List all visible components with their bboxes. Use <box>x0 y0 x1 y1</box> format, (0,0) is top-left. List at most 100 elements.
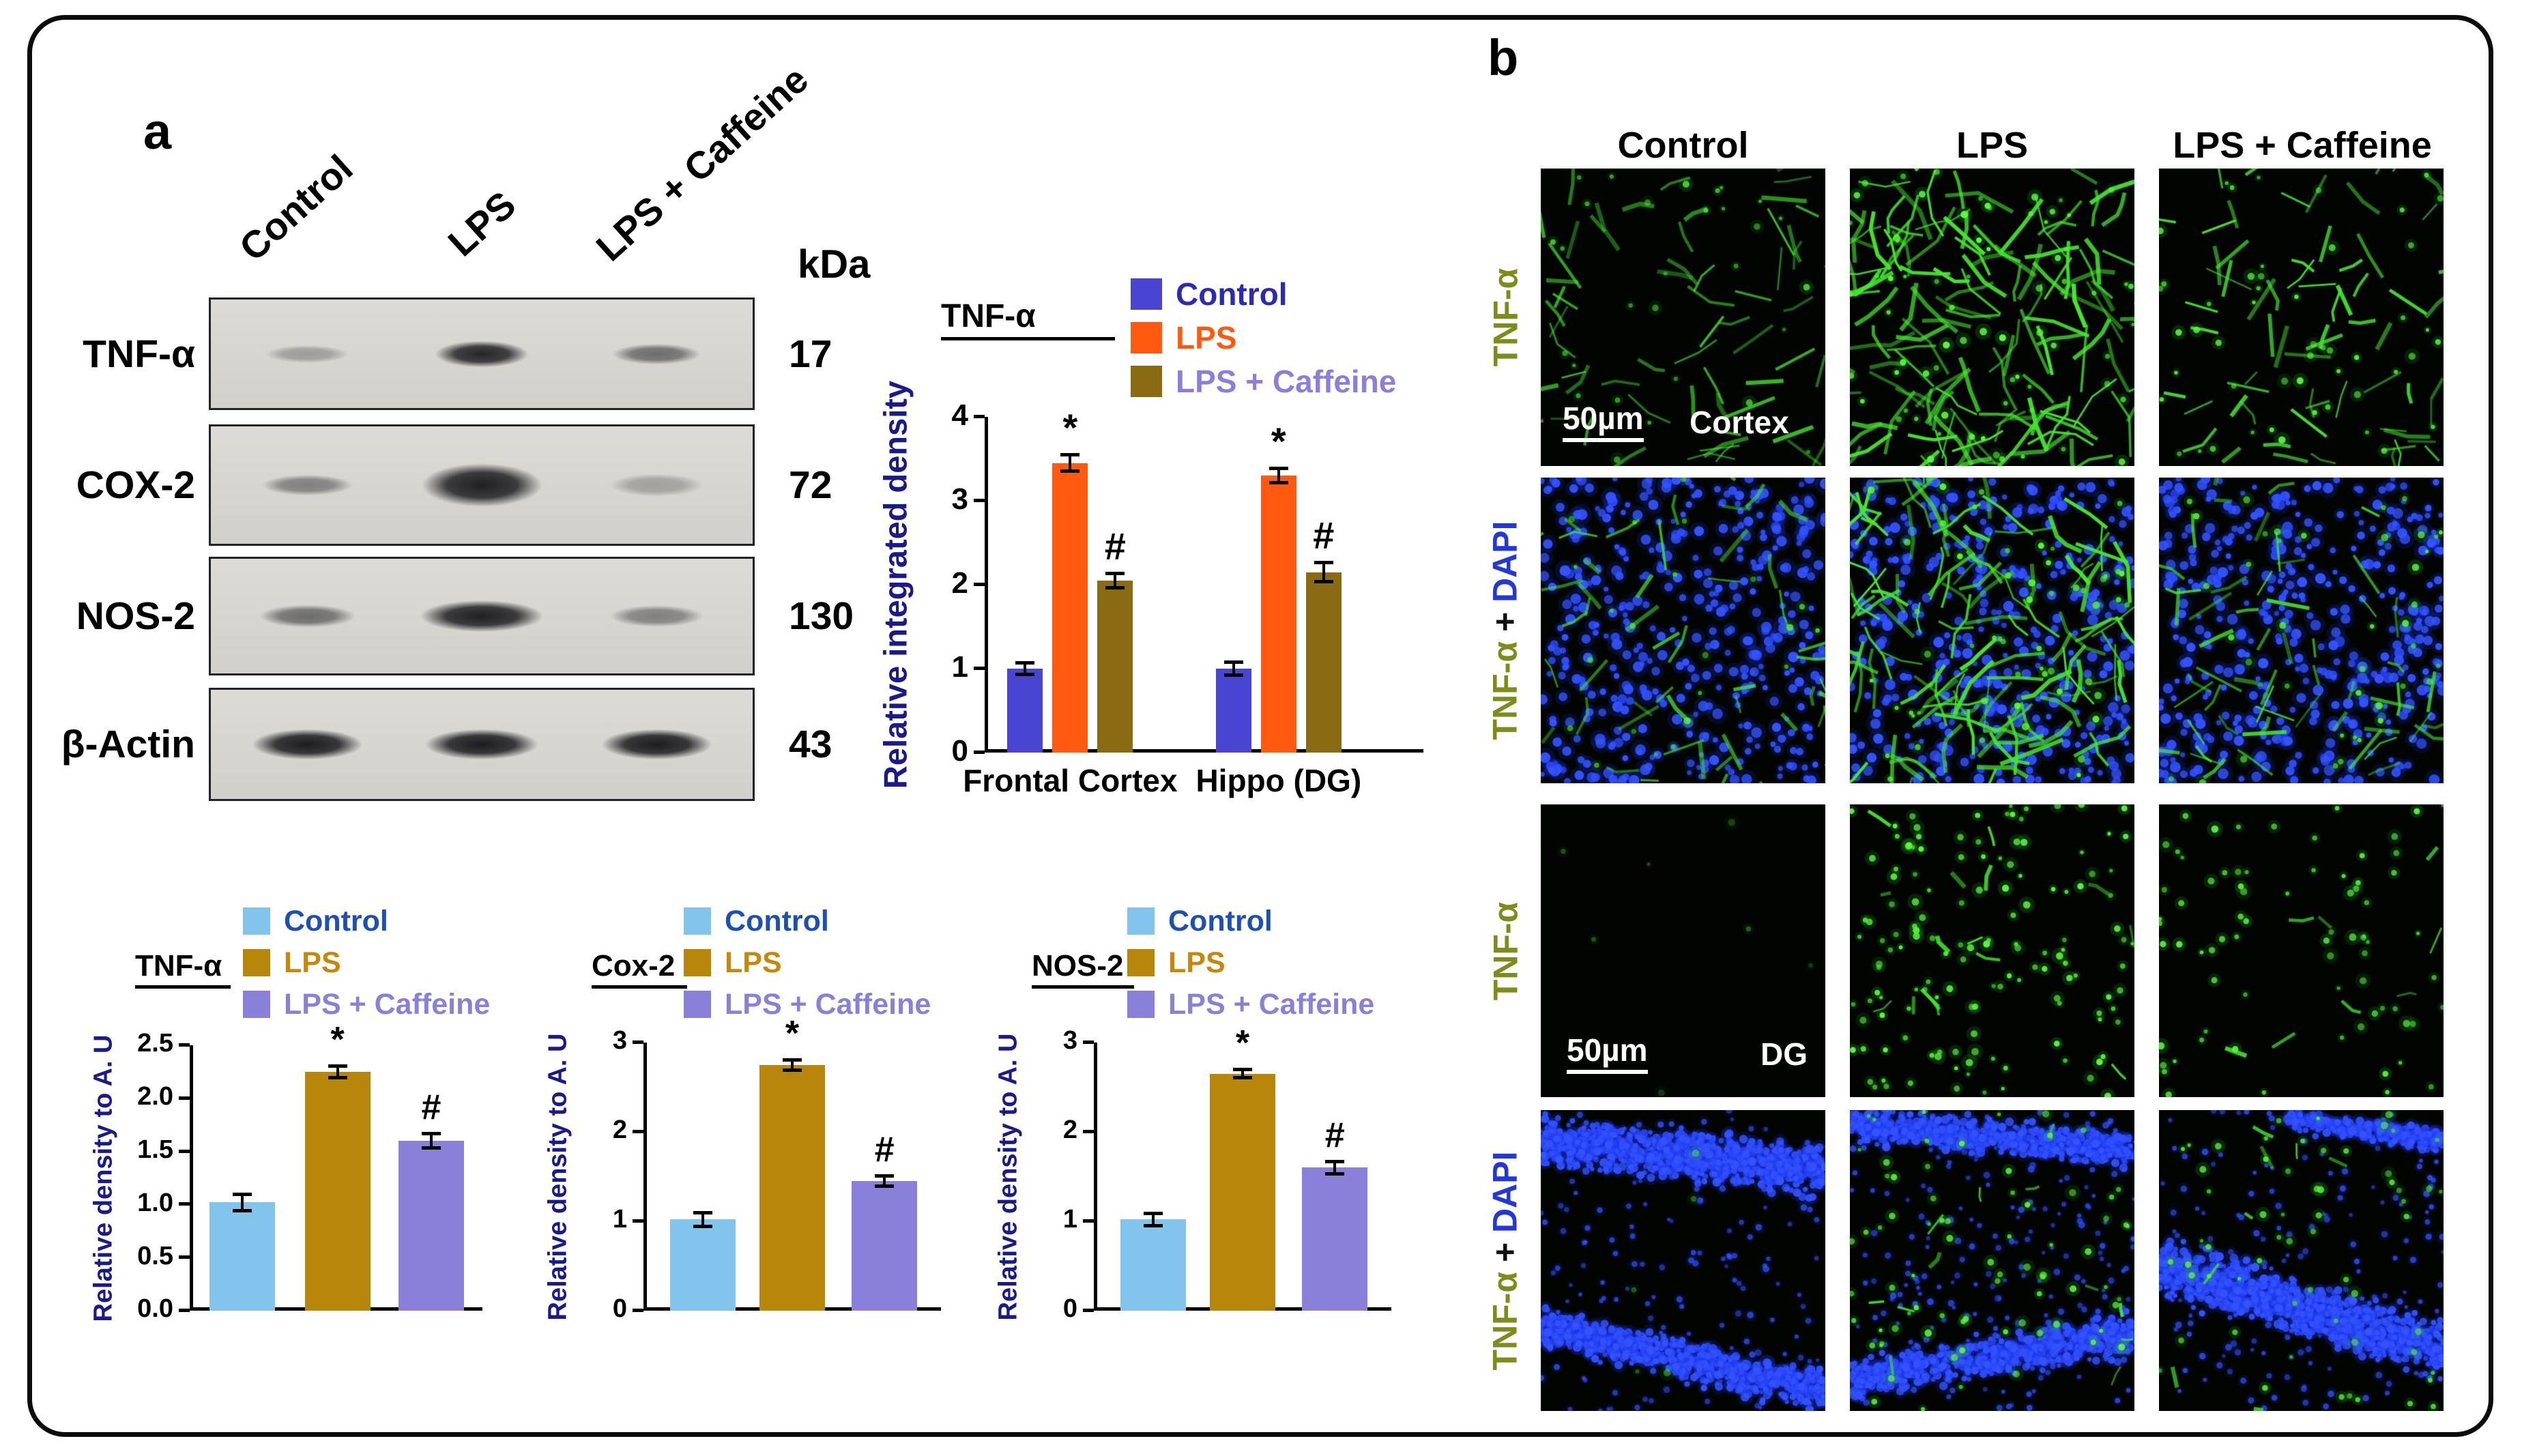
micro-row-label-3: TNF-α <box>1477 804 1534 1097</box>
significance-annotation: # <box>1313 513 1335 557</box>
blot-band <box>417 335 547 373</box>
bar <box>1215 669 1251 753</box>
y-tick-label: 1 <box>1062 1205 1077 1234</box>
error-bar-line <box>1152 1213 1155 1226</box>
error-bar-cap <box>875 1174 895 1178</box>
dapi-label: DAPI <box>1486 1150 1525 1233</box>
y-tick-mark <box>179 1309 190 1312</box>
y-tick-mark <box>1083 1040 1094 1044</box>
error-bar-cap <box>1105 571 1125 575</box>
error-bar-line <box>701 1212 705 1227</box>
stain-label: TNF-α <box>1486 641 1525 740</box>
y-tick-mark <box>974 751 985 754</box>
significance-annotation: * <box>1235 1023 1250 1064</box>
y-tick-mark <box>179 1096 190 1100</box>
blot-band <box>592 601 721 631</box>
error-bar-cap <box>1269 481 1288 485</box>
legend-swatch <box>1127 991 1155 1018</box>
y-tick-label: 0.0 <box>137 1294 173 1324</box>
y-tick-label: 2.0 <box>137 1082 173 1111</box>
wb-kda-value-cox2: 72 <box>789 463 832 507</box>
error-bar-cap <box>1144 1223 1163 1227</box>
legend-swatch <box>1127 907 1155 935</box>
legend-label: LPS + Caffeine <box>1176 364 1397 399</box>
micro-row-label-1: TNF-α <box>1477 169 1534 466</box>
blot-band <box>244 471 371 499</box>
y-tick-mark <box>179 1149 190 1153</box>
y-tick-label: 1 <box>951 650 968 684</box>
y-tick-label: 2 <box>612 1116 627 1145</box>
significance-annotation: # <box>1104 524 1126 568</box>
wb-protein-label-bactin: β-Actin <box>61 723 195 766</box>
bar <box>209 1202 276 1311</box>
y-tick-mark <box>633 1219 643 1223</box>
legend-swatch <box>684 907 711 935</box>
error-bar-cap <box>1325 1171 1345 1176</box>
stain-label: TNF-α <box>1486 901 1524 1000</box>
legend-swatch <box>1127 949 1155 976</box>
error-bar-line <box>429 1133 433 1148</box>
bar <box>304 1071 371 1311</box>
micrograph-tnfa-dg-lps-caffeine <box>2159 804 2444 1097</box>
micrograph-tnfa-dapi-cortex-control <box>1541 478 1825 783</box>
significance-annotation: * <box>330 1019 345 1060</box>
bar <box>670 1219 736 1311</box>
error-bar-cap <box>233 1208 252 1212</box>
significance-annotation: * <box>785 1013 800 1053</box>
error-bar-cap <box>1325 1160 1345 1164</box>
blot-band <box>579 723 734 766</box>
y-tick-label: 0 <box>1062 1294 1077 1324</box>
wb-protein-label-tnfa: TNF-α <box>83 332 195 376</box>
legend-swatch <box>243 991 270 1018</box>
chart-title: Cox-2 <box>592 949 687 989</box>
error-bar-cap <box>1223 673 1243 677</box>
y-tick-mark <box>633 1130 643 1133</box>
plus-sign: + <box>1486 1232 1525 1272</box>
micrograph-tnfa-dg-control <box>1541 804 1825 1097</box>
legend-swatch <box>684 949 711 976</box>
micrograph-tnfa-cortex-lps <box>1850 169 2134 466</box>
significance-annotation: # <box>874 1130 895 1170</box>
legend-label: LPS <box>1168 946 1226 979</box>
legend-label: LPS <box>725 946 782 979</box>
wb-protein-label-cox2: COX-2 <box>76 463 195 507</box>
blot-band <box>230 723 384 766</box>
bar <box>759 1064 825 1311</box>
y-tick-label: 3 <box>612 1026 627 1055</box>
y-tick-label: 3 <box>1062 1026 1077 1055</box>
error-bar-cap <box>328 1064 347 1068</box>
y-tick-mark <box>179 1202 190 1206</box>
error-bar-cap <box>421 1132 441 1136</box>
error-bar-cap <box>1060 453 1080 457</box>
figure-border <box>27 15 2493 1437</box>
chart-y-axis-label: Relative density to A. U <box>994 1033 1023 1320</box>
error-bar-cap <box>693 1224 713 1228</box>
legend-swatch <box>1131 278 1162 310</box>
error-bar-line <box>1069 454 1072 471</box>
legend-label: Control <box>1176 276 1288 312</box>
y-tick-label: 1.0 <box>137 1188 173 1217</box>
error-bar-line <box>791 1059 794 1071</box>
y-tick-mark <box>1083 1130 1094 1133</box>
plus-sign: + <box>1486 602 1525 641</box>
blot-band <box>592 469 721 501</box>
y-tick-label: 0 <box>951 733 968 768</box>
error-bar-cap <box>1105 585 1125 589</box>
error-bar-cap <box>1144 1212 1163 1216</box>
micrograph-tnfa-dg-lps <box>1850 804 2134 1097</box>
y-tick-label: 0.5 <box>137 1241 173 1270</box>
micrograph-tnfa-cortex-control <box>1541 169 1825 466</box>
error-bar-line <box>1333 1161 1337 1174</box>
error-bar-line <box>883 1176 886 1186</box>
bar <box>1210 1073 1275 1311</box>
y-tick-mark <box>974 583 985 586</box>
col-header-control: Control <box>1617 125 1749 166</box>
y-tick-mark <box>633 1040 643 1044</box>
scale-bar-label-dg: 50µm <box>1567 1032 1648 1074</box>
error-bar-line <box>1241 1069 1244 1079</box>
wb-kda-value-nos2: 130 <box>789 594 854 638</box>
error-bar-line <box>1277 468 1280 484</box>
error-bar-cap <box>1314 580 1333 584</box>
y-tick-mark <box>974 499 985 502</box>
